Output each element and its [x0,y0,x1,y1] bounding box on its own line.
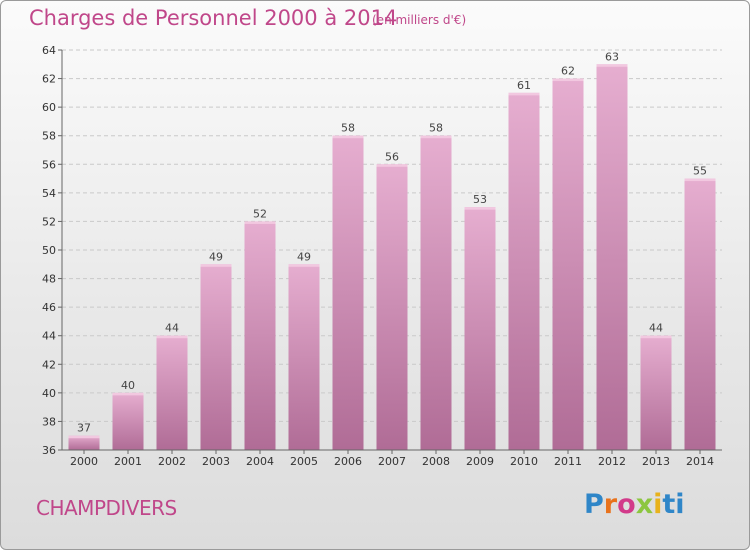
y-tick-label: 50 [42,244,56,257]
bar-value-label: 61 [517,79,531,92]
bar-highlight [376,164,408,167]
x-tick-label: 2006 [334,455,362,468]
bar [684,178,716,451]
x-tick-label: 2001 [114,455,142,468]
y-tick-label: 36 [42,444,56,457]
bar [420,135,452,450]
bar-value-label: 56 [385,150,399,163]
bar-highlight [332,135,364,139]
bar-highlight [552,78,584,82]
bar-highlight [684,178,716,182]
bar-value-label: 44 [165,322,179,335]
bar [200,264,232,450]
bar [156,335,188,450]
logo-letter: P [584,489,604,520]
bar-value-label: 40 [121,379,135,392]
bar [112,392,144,450]
logo-letter: o [617,489,636,520]
logo-letter: r [603,489,618,520]
label-layer: 37 40 44 49 52 49 58 56 58 53 61 62 63 44 55 [77,50,707,434]
bar-highlight [156,335,188,339]
bar-value-label: 49 [209,250,223,263]
bar-value-label: 55 [693,165,707,178]
bar [376,164,408,451]
logo-letter: i [653,489,663,520]
y-tick-label: 54 [42,187,56,200]
bar [596,64,628,451]
bar-highlight [112,392,144,396]
y-tick-label: 48 [42,273,56,286]
bar [640,335,672,450]
bar [332,135,364,450]
bar [508,92,540,450]
x-tick-label: 2000 [70,455,98,468]
y-tick-label: 38 [42,415,56,428]
x-tick-label: 2005 [290,455,318,468]
bar [464,207,496,450]
bar-highlight [244,221,276,224]
y-tick-label: 52 [42,215,56,228]
x-tick-label: 2007 [378,455,406,468]
x-tick-label: 2012 [598,455,626,468]
x-tick-label: 2004 [246,455,274,468]
bar-value-label: 53 [473,193,487,206]
bar-value-label: 62 [561,65,575,78]
bar-highlight [596,64,628,67]
logo-letter: x [635,489,654,520]
axis-layer: 36 38 40 42 44 46 48 50 52 54 56 58 60 62 64 2000 2001 20… [42,44,722,468]
bar-highlight [200,264,232,267]
bar [552,78,584,451]
y-tick-label: 40 [42,387,56,400]
bar-highlight [68,435,100,439]
y-tick-label: 42 [42,358,56,371]
y-tick-label: 46 [42,301,56,314]
bar [288,264,320,450]
chart-title: Charges de Personnel 2000 à 2014 [29,6,398,30]
y-tick-label: 56 [42,158,56,171]
y-tick-label: 60 [42,101,56,114]
x-tick-label: 2002 [158,455,186,468]
x-tick-label: 2014 [686,455,714,468]
proxiti-logo[interactable]: Proxiti [584,489,685,520]
x-tick-label: 2009 [466,455,494,468]
y-tick-label: 44 [42,330,56,343]
bar-highlight [464,207,496,210]
bar-highlight [288,264,320,267]
y-tick-label: 64 [42,44,56,57]
y-tick-label: 58 [42,130,56,143]
x-tick-label: 2008 [422,455,450,468]
x-tick-label: 2011 [554,455,582,468]
bar-value-label: 63 [605,50,619,63]
bar-value-label: 58 [341,122,355,135]
units-note: (en milliers d'€) [372,13,467,27]
bar-value-label: 58 [429,122,443,135]
bar-value-label: 52 [253,207,267,220]
bar [68,435,100,450]
bar [244,221,276,450]
x-tick-label: 2003 [202,455,230,468]
commune-name: CHAMPDIVERS [36,496,177,520]
bar-highlight [640,335,672,339]
bar-value-label: 37 [77,422,91,435]
x-tick-label: 2013 [642,455,670,468]
bar-value-label: 44 [649,322,663,335]
bar-highlight [420,135,452,139]
y-tick-label: 62 [42,73,56,86]
x-tick-label: 2010 [510,455,538,468]
bar-highlight [508,92,540,96]
bar-value-label: 49 [297,250,311,263]
logo-letter: ti [662,489,685,520]
bar-layer [68,64,716,451]
